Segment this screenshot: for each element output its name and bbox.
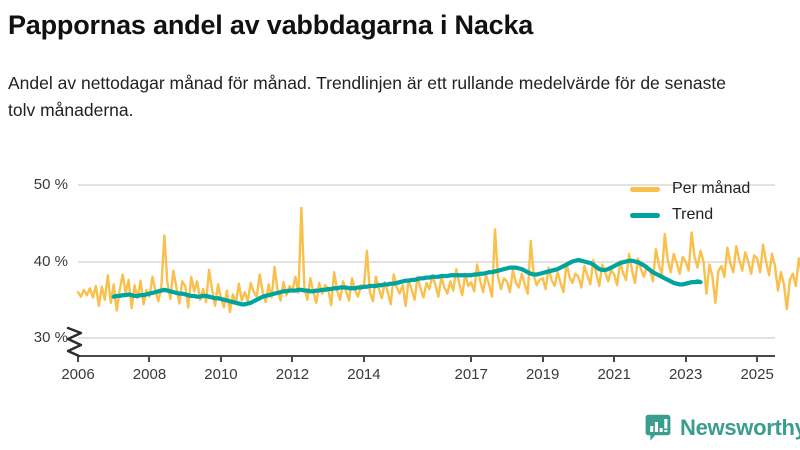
newsworthy-brand[interactable]: Newsworthy <box>645 412 800 444</box>
page-title: Pappornas andel av vabbdagarna i Nacka <box>8 10 534 40</box>
chart-legend: Per månad Trend <box>630 176 750 228</box>
series-line-trend <box>111 257 703 307</box>
legend-label-per-manad: Per månad <box>672 180 751 197</box>
series-line-per-manad <box>76 206 800 314</box>
legend-swatch-per-manad <box>630 186 660 192</box>
legend-item-trend[interactable]: Trend <box>630 202 750 228</box>
legend-item-per-manad[interactable]: Per månad <box>630 176 750 202</box>
bar-chart-bubble-icon <box>645 414 671 441</box>
legend-label-trend: Trend <box>672 206 714 223</box>
chart-subtitle: Andel av nettodagar månad för månad. Tre… <box>8 73 726 120</box>
brand-name-label: Newsworthy <box>680 415 800 440</box>
legend-swatch-trend <box>630 212 660 218</box>
